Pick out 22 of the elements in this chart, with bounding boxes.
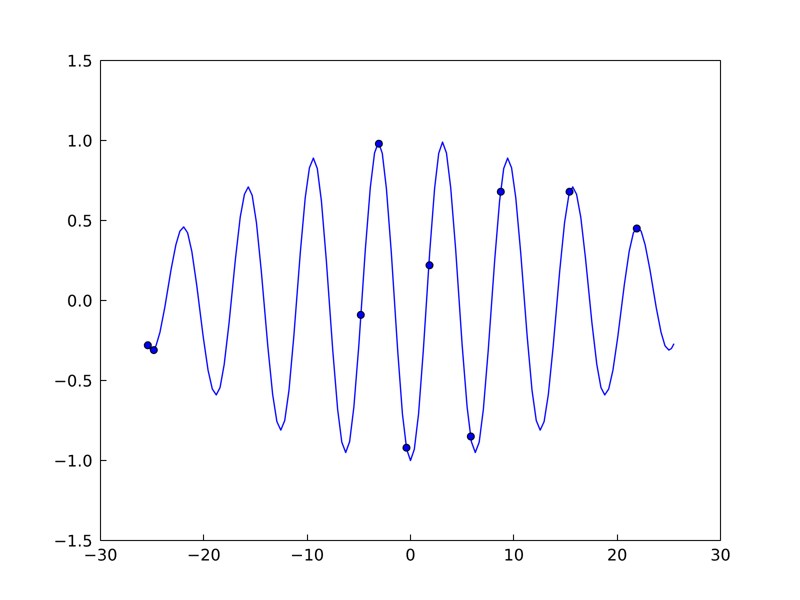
point (144, 341, 152, 350)
point (150, 346, 158, 354)
y-tick-label: 1.5 (67, 52, 93, 70)
point (466, 432, 475, 440)
point (632, 224, 641, 232)
point (496, 188, 505, 196)
x-tick-label: 20 (606, 546, 628, 564)
x-tick-label: 10 (504, 546, 524, 564)
point (402, 444, 410, 452)
point (356, 310, 365, 319)
point (566, 188, 574, 196)
x-tick-label: −20 (186, 546, 221, 564)
x-tick-label: 0 (405, 546, 416, 564)
point (426, 261, 434, 270)
y-tick-label: 0.5 (67, 212, 93, 230)
x-tick-label: −10 (290, 546, 324, 564)
x-tick-label: 30 (710, 546, 731, 564)
y-tick-label: 0.0 (67, 292, 93, 310)
y-tick-label: −1.0 (54, 452, 93, 470)
point (374, 140, 383, 148)
y-tick-label: 1.0 (67, 132, 93, 150)
y-tick-label: −0.5 (54, 372, 93, 390)
